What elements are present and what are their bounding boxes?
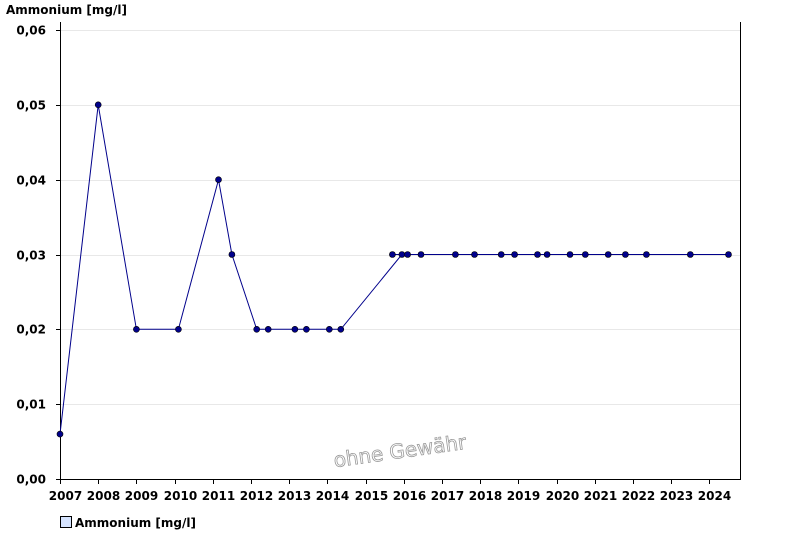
data-point <box>94 101 102 109</box>
y-axis-ticks: 0,00 0,01 0,02 0,03 0,04 0,05 0,06 <box>16 24 60 487</box>
x-tick-label: 2020 <box>546 489 579 503</box>
data-point <box>389 251 396 258</box>
x-tick-label: 2021 <box>584 489 617 503</box>
data-point <box>56 430 64 438</box>
y-tick-label: 0,02 <box>16 323 46 337</box>
data-point <box>325 325 333 333</box>
x-tick-label: 2019 <box>507 489 540 503</box>
data-point <box>228 251 236 258</box>
data-point <box>566 251 574 258</box>
data-point <box>511 251 518 258</box>
x-tick-label: 2008 <box>87 489 120 503</box>
x-tick-label: 2022 <box>622 489 655 503</box>
data-point <box>452 251 459 258</box>
data-point <box>253 325 261 333</box>
watermark-text: ohne Gewähr <box>332 430 468 472</box>
x-tick-label: 2009 <box>125 489 158 503</box>
y-tick-label: 0,00 <box>16 473 46 487</box>
data-point <box>581 251 589 258</box>
x-tick-label: 2024 <box>698 489 731 503</box>
data-point <box>264 325 272 333</box>
x-tick-label: 2015 <box>355 489 388 503</box>
data-point <box>133 325 140 333</box>
data-point <box>417 251 425 258</box>
data-point <box>534 251 541 258</box>
data-point <box>337 325 345 333</box>
data-points <box>56 101 732 438</box>
x-tick-label: 2013 <box>278 489 311 503</box>
data-point <box>543 251 551 258</box>
x-tick-label: 2018 <box>469 489 502 503</box>
x-axis-ticks: 2007 2008 2009 2010 2011 2012 2013 2014 2015 2016… <box>49 479 731 503</box>
data-point <box>215 176 222 183</box>
grid-lines <box>60 30 740 405</box>
x-tick-label: 2010 <box>164 489 197 503</box>
legend: Ammonium [mg/l] <box>60 516 196 530</box>
y-tick-label: 0,05 <box>16 99 46 113</box>
x-tick-label: 2016 <box>393 489 426 503</box>
x-tick-label: 2017 <box>431 489 464 503</box>
data-point <box>622 251 629 258</box>
data-point <box>604 251 612 258</box>
y-tick-label: 0,04 <box>16 174 46 188</box>
y-tick-label: 0,03 <box>16 249 46 263</box>
x-tick-label: 2012 <box>240 489 273 503</box>
y-tick-label: 0,01 <box>16 398 46 412</box>
data-point <box>686 251 694 258</box>
data-point <box>725 251 732 258</box>
legend-label: Ammonium [mg/l] <box>75 516 196 530</box>
y-axis-title: Ammonium [mg/l] <box>6 3 127 17</box>
data-point <box>643 251 650 258</box>
x-tick-label: 2014 <box>316 489 349 503</box>
data-point <box>398 251 406 258</box>
legend-swatch <box>60 516 72 528</box>
y-tick-label: 0,06 <box>16 24 46 38</box>
data-point <box>497 251 505 258</box>
x-tick-label: 2023 <box>660 489 693 503</box>
data-point <box>471 251 478 258</box>
x-tick-label: 2011 <box>202 489 235 503</box>
data-point <box>404 251 411 258</box>
series-line <box>59 104 729 435</box>
x-tick-label: 2007 <box>49 489 82 503</box>
data-point <box>303 325 310 333</box>
data-point <box>291 325 299 333</box>
data-point <box>175 325 182 333</box>
